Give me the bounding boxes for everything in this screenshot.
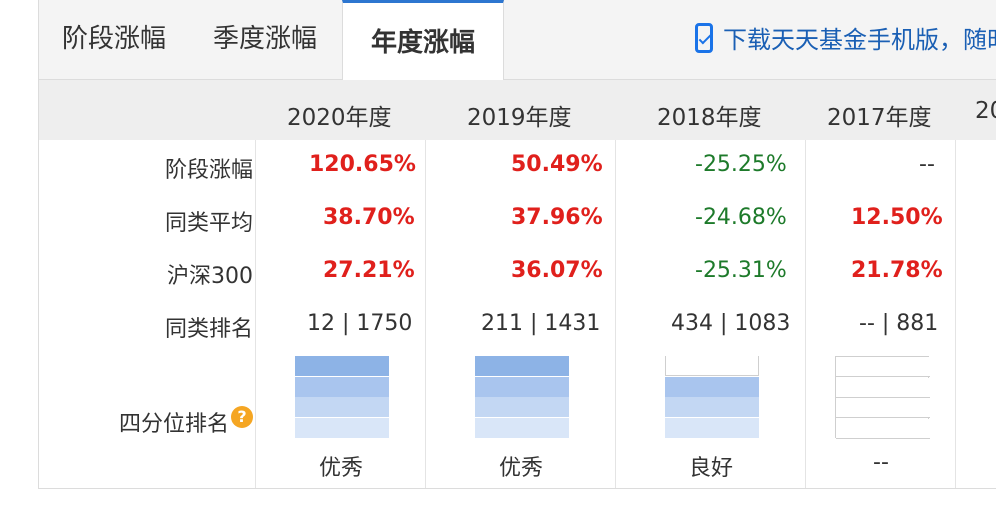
tab-quarter-return[interactable]: 季度涨幅: [212, 24, 317, 54]
column-divider: [255, 140, 256, 488]
quartile-segment: [475, 376, 569, 397]
download-app-link[interactable]: 下载天天基金手机版，随时: [695, 22, 996, 58]
quartile-segment: [665, 417, 759, 438]
column-divider: [615, 140, 616, 488]
question-help-icon[interactable]: ?: [231, 406, 253, 428]
hs300-2018: -25.31%: [695, 258, 787, 283]
table-header-row: 2020年度 2019年度 2018年度 2017年度 20: [39, 80, 996, 140]
quartile-segment: [665, 397, 759, 417]
quartile-graphic-2018: [665, 356, 759, 438]
year-header-2018: 2018年度: [657, 105, 762, 131]
quartile-segment: [475, 397, 569, 417]
year-header-2016: 20: [975, 98, 996, 124]
quartile-graphic-2017: [835, 356, 930, 439]
quartile-segment: [665, 376, 759, 397]
quartile-segment: [836, 418, 930, 439]
peer-average-2017: 12.50%: [851, 205, 943, 230]
peer-rank-2020: 12 | 1750: [307, 311, 413, 336]
hs300-2017: 21.78%: [851, 258, 943, 283]
quartile-segment: [665, 356, 759, 376]
quartile-segment: [836, 398, 930, 418]
quartile-text-2020: 优秀: [319, 456, 364, 481]
performance-panel: 阶段涨幅 季度涨幅 年度涨幅 下载天天基金手机版，随时 2020年度 2019年…: [38, 0, 996, 489]
stage-return-2017: --: [919, 152, 935, 177]
peer-rank-2018: 434 | 1083: [671, 311, 791, 336]
column-divider: [805, 140, 806, 488]
peer-average-2018: -24.68%: [695, 205, 787, 230]
year-header-2017: 2017年度: [827, 105, 932, 131]
row-label-peer-rank: 同类排名: [164, 317, 253, 342]
hs300-2020: 27.21%: [323, 258, 415, 283]
phone-download-icon: [695, 23, 713, 53]
annual-return-table: 2020年度 2019年度 2018年度 2017年度 20 阶段涨幅 120.…: [39, 80, 996, 488]
row-label-quartile-rank: 四分位排名?: [39, 406, 253, 438]
quartile-segment: [475, 417, 569, 438]
quartile-segment: [295, 376, 389, 397]
tab-bar: 阶段涨幅 季度涨幅 年度涨幅 下载天天基金手机版，随时: [39, 0, 996, 80]
quartile-segment: [836, 357, 930, 377]
year-header-2020: 2020年度: [287, 105, 392, 131]
tab-stage-return[interactable]: 阶段涨幅: [61, 24, 166, 54]
quartile-segment: [836, 377, 930, 398]
quartile-segment: [475, 356, 569, 376]
quartile-graphic-2020: [295, 356, 389, 438]
peer-rank-2017: -- | 881: [859, 311, 939, 336]
row-label-hs300: 沪深300: [167, 264, 253, 289]
peer-average-2019: 37.96%: [511, 205, 603, 230]
year-header-2019: 2019年度: [467, 105, 572, 131]
quartile-graphic-2019: [475, 356, 569, 438]
row-label-stage-return: 阶段涨幅: [164, 158, 253, 183]
quartile-text-2018: 良好: [689, 456, 734, 481]
stage-return-2019: 50.49%: [511, 152, 603, 177]
row-label-peer-average: 同类平均: [164, 211, 253, 236]
tab-annual-return[interactable]: 年度涨幅: [342, 0, 504, 80]
column-divider: [955, 140, 956, 488]
quartile-segment: [295, 417, 389, 438]
peer-rank-2019: 211 | 1431: [481, 311, 601, 336]
quartile-label-text: 四分位排名: [118, 412, 229, 437]
quartile-text-2017: --: [873, 450, 889, 475]
stage-return-2020: 120.65%: [309, 152, 416, 177]
quartile-segment: [295, 397, 389, 417]
hs300-2019: 36.07%: [511, 258, 603, 283]
peer-average-2020: 38.70%: [323, 205, 415, 230]
quartile-text-2019: 优秀: [499, 456, 544, 481]
column-divider: [425, 140, 426, 488]
stage-return-2018: -25.25%: [695, 152, 787, 177]
quartile-segment: [295, 356, 389, 376]
download-app-text: 下载天天基金手机版，随时: [723, 26, 996, 54]
